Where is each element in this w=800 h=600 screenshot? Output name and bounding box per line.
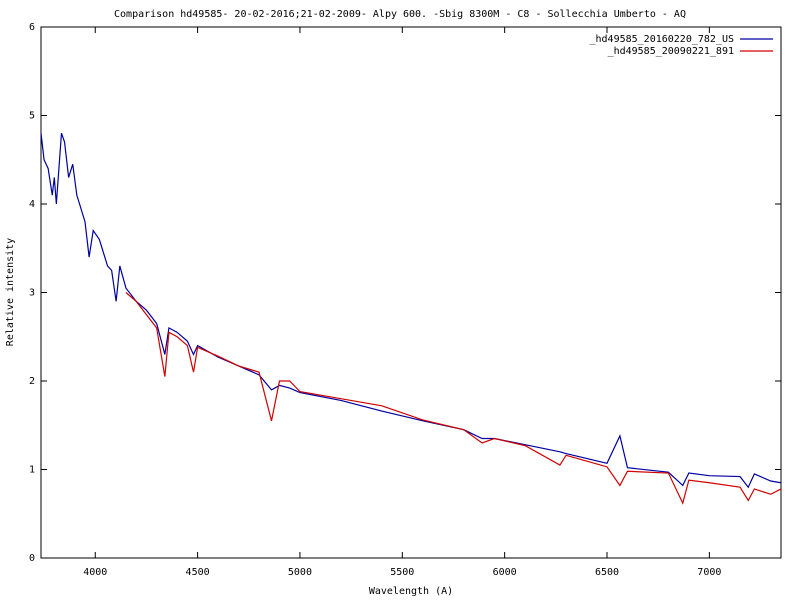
x-tick-label: 5000 bbox=[288, 567, 312, 578]
y-tick-label: 4 bbox=[29, 199, 35, 210]
x-tick-label: 4500 bbox=[186, 567, 210, 578]
spectrum-line bbox=[125, 292, 782, 505]
legend-label: _hd49585_20160220_782_US bbox=[590, 34, 735, 45]
x-tick-label: 6000 bbox=[493, 567, 517, 578]
y-tick-label: 5 bbox=[29, 111, 35, 122]
y-tick-label: 0 bbox=[29, 553, 35, 564]
y-tick-label: 2 bbox=[29, 376, 35, 387]
x-tick-label: 4000 bbox=[83, 567, 107, 578]
x-tick-label: 6500 bbox=[595, 567, 619, 578]
x-axis-label: Wavelength (A) bbox=[369, 586, 453, 597]
chart-title: Comparison hd49585- 20-02-2016;21-02-200… bbox=[114, 9, 686, 20]
y-tick-label: 1 bbox=[29, 465, 35, 476]
x-tick-label: 7000 bbox=[697, 567, 721, 578]
spectrum-line bbox=[40, 133, 782, 489]
y-tick-label: 3 bbox=[29, 288, 35, 299]
plot-border bbox=[40, 26, 782, 559]
y-axis-label: Relative intensity bbox=[5, 238, 16, 346]
y-tick-label: 6 bbox=[29, 22, 35, 33]
x-tick-label: 5500 bbox=[390, 567, 414, 578]
legend-label: _hd49585_20090221_891 bbox=[608, 46, 734, 57]
